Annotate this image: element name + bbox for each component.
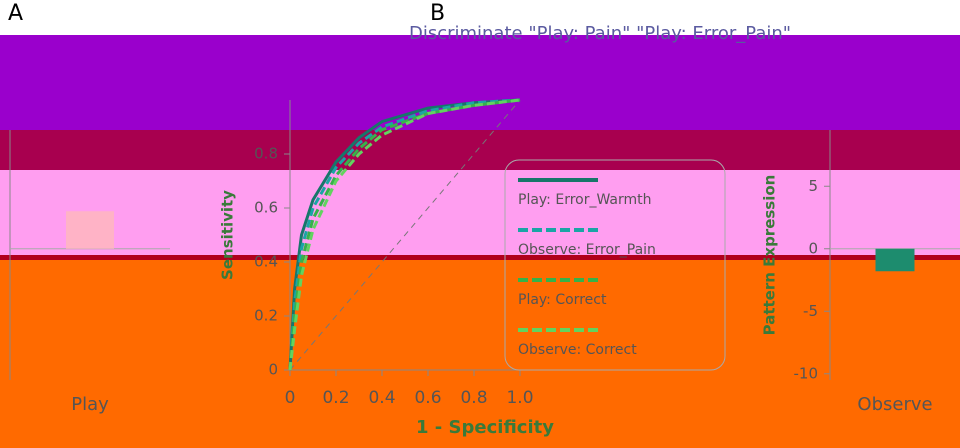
x-tick-label: 0.2 [322, 388, 349, 408]
y-axis-title: Pattern Expression [761, 175, 779, 336]
bar [66, 211, 114, 249]
x-tick-label: 0.4 [368, 388, 395, 408]
legend-label: Observe: Correct [518, 342, 637, 358]
x-tick-label: 1.0 [506, 388, 533, 408]
bar [876, 249, 915, 272]
chart-title: Discriminate "Play: Pain" "Play: Error_P… [409, 23, 791, 44]
legend-label: Play: Error_Warmth [518, 192, 652, 208]
x-tick-label: 0.8 [460, 388, 487, 408]
x-tick-label: 0.6 [414, 388, 441, 408]
y-axis-title: Sensitivity [219, 190, 237, 280]
y-tick-label: 0.2 [254, 307, 278, 325]
y-tick-label: 0.8 [254, 145, 278, 163]
y-tick-label: 5 [808, 177, 818, 195]
x-tick-label: 0 [285, 388, 296, 408]
figure: APlayBDiscriminate "Play: Pain" "Play: E… [0, 0, 960, 448]
legend-label: Observe: Error_Pain [518, 242, 656, 258]
y-tick-label: 0 [268, 361, 278, 379]
y-tick-label: 0 [808, 239, 818, 257]
band [0, 35, 960, 130]
legend-label: Play: Correct [518, 292, 607, 308]
y-tick-label: 0.4 [254, 253, 278, 271]
x-tick-label: Observe [857, 394, 932, 415]
panel-label: A [8, 1, 23, 26]
y-tick-label: 0.6 [254, 199, 278, 217]
x-axis-title: 1 - Specificity [416, 417, 554, 438]
band [0, 130, 960, 170]
x-tick-label: Play [71, 394, 109, 415]
y-tick-label: -10 [794, 364, 819, 382]
y-tick-label: -5 [803, 302, 818, 320]
